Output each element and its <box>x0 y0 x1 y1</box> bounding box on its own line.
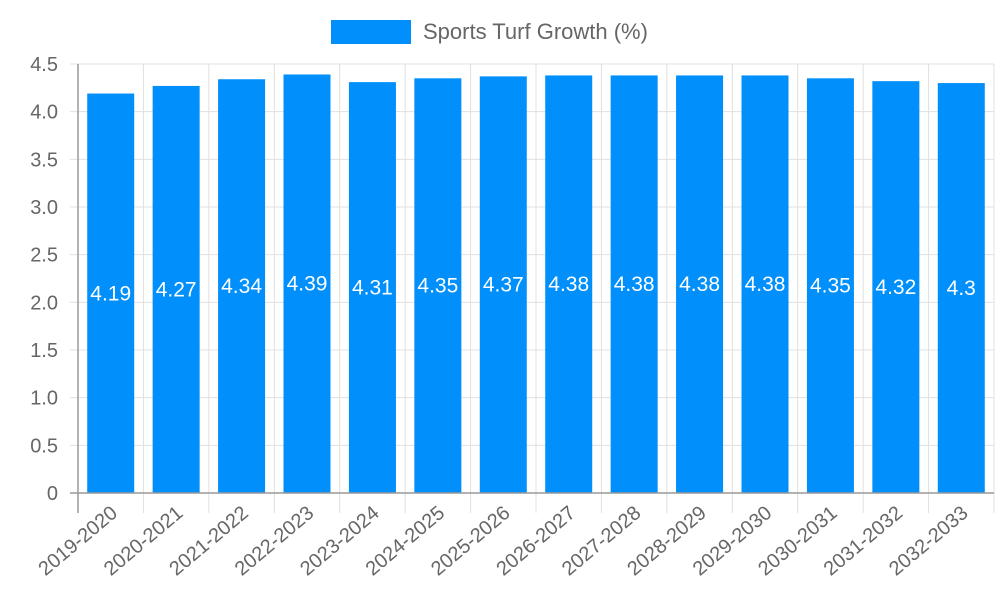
bar[interactable] <box>610 75 658 493</box>
bar[interactable] <box>545 75 593 493</box>
bar[interactable] <box>806 78 854 494</box>
bar[interactable] <box>87 93 135 493</box>
bar-value-label: 4.38 <box>614 273 655 296</box>
axes <box>70 64 994 513</box>
y-tick-label: 0 <box>47 483 58 505</box>
bar-value-label: 4.38 <box>679 273 720 296</box>
x-axis-ticks: 2019-20202020-20212021-20222022-20232023… <box>35 502 973 580</box>
bar-value-label: 4.3 <box>947 277 976 300</box>
y-tick-label: 1.5 <box>30 340 58 362</box>
bar[interactable] <box>414 78 462 494</box>
bar-value-label: 4.19 <box>90 282 131 305</box>
y-axis-ticks: 0 0.5 1.0 1.5 2.0 2.5 3.0 3.5 4.0 4.5 <box>30 54 58 505</box>
bar-value-label: 4.32 <box>875 276 916 299</box>
bar-value-label: 4.38 <box>548 273 589 296</box>
data-labels: 4.19 4.27 4.34 4.39 4.31 4.35 4.37 4.38 4.38 4.38… <box>90 273 976 306</box>
bar-value-label: 4.27 <box>156 278 197 301</box>
bar[interactable] <box>479 76 527 493</box>
bar-value-label: 4.34 <box>221 275 262 298</box>
legend-label: Sports Turf Growth (%) <box>423 19 648 44</box>
bar[interactable] <box>348 82 396 493</box>
bar-value-label: 4.35 <box>417 275 458 298</box>
bar-value-label: 4.35 <box>810 275 851 298</box>
y-tick-label: 2.0 <box>30 292 58 314</box>
bar[interactable] <box>218 79 266 494</box>
bar[interactable] <box>872 81 920 493</box>
bars <box>87 74 985 494</box>
y-tick-label: 1.0 <box>30 388 58 410</box>
y-tick-label: 3.5 <box>30 149 58 171</box>
bar-value-label: 4.37 <box>483 274 524 297</box>
bar[interactable] <box>676 75 724 493</box>
bar-value-label: 4.31 <box>352 277 393 300</box>
y-tick-label: 4.5 <box>30 54 58 76</box>
bar[interactable] <box>937 83 985 494</box>
bar[interactable] <box>283 74 331 493</box>
legend-swatch <box>331 20 411 44</box>
bar[interactable] <box>152 85 200 493</box>
bar-value-label: 4.38 <box>745 273 786 296</box>
bar[interactable] <box>741 75 789 493</box>
y-tick-label: 4.0 <box>30 102 58 124</box>
bar-value-label: 4.39 <box>287 273 328 296</box>
y-tick-label: 0.5 <box>30 435 58 457</box>
y-tick-label: 3.0 <box>30 197 58 219</box>
chart-legend[interactable]: Sports Turf Growth (%) <box>331 19 648 45</box>
y-tick-label: 2.5 <box>30 245 58 267</box>
gridlines <box>70 63 995 513</box>
